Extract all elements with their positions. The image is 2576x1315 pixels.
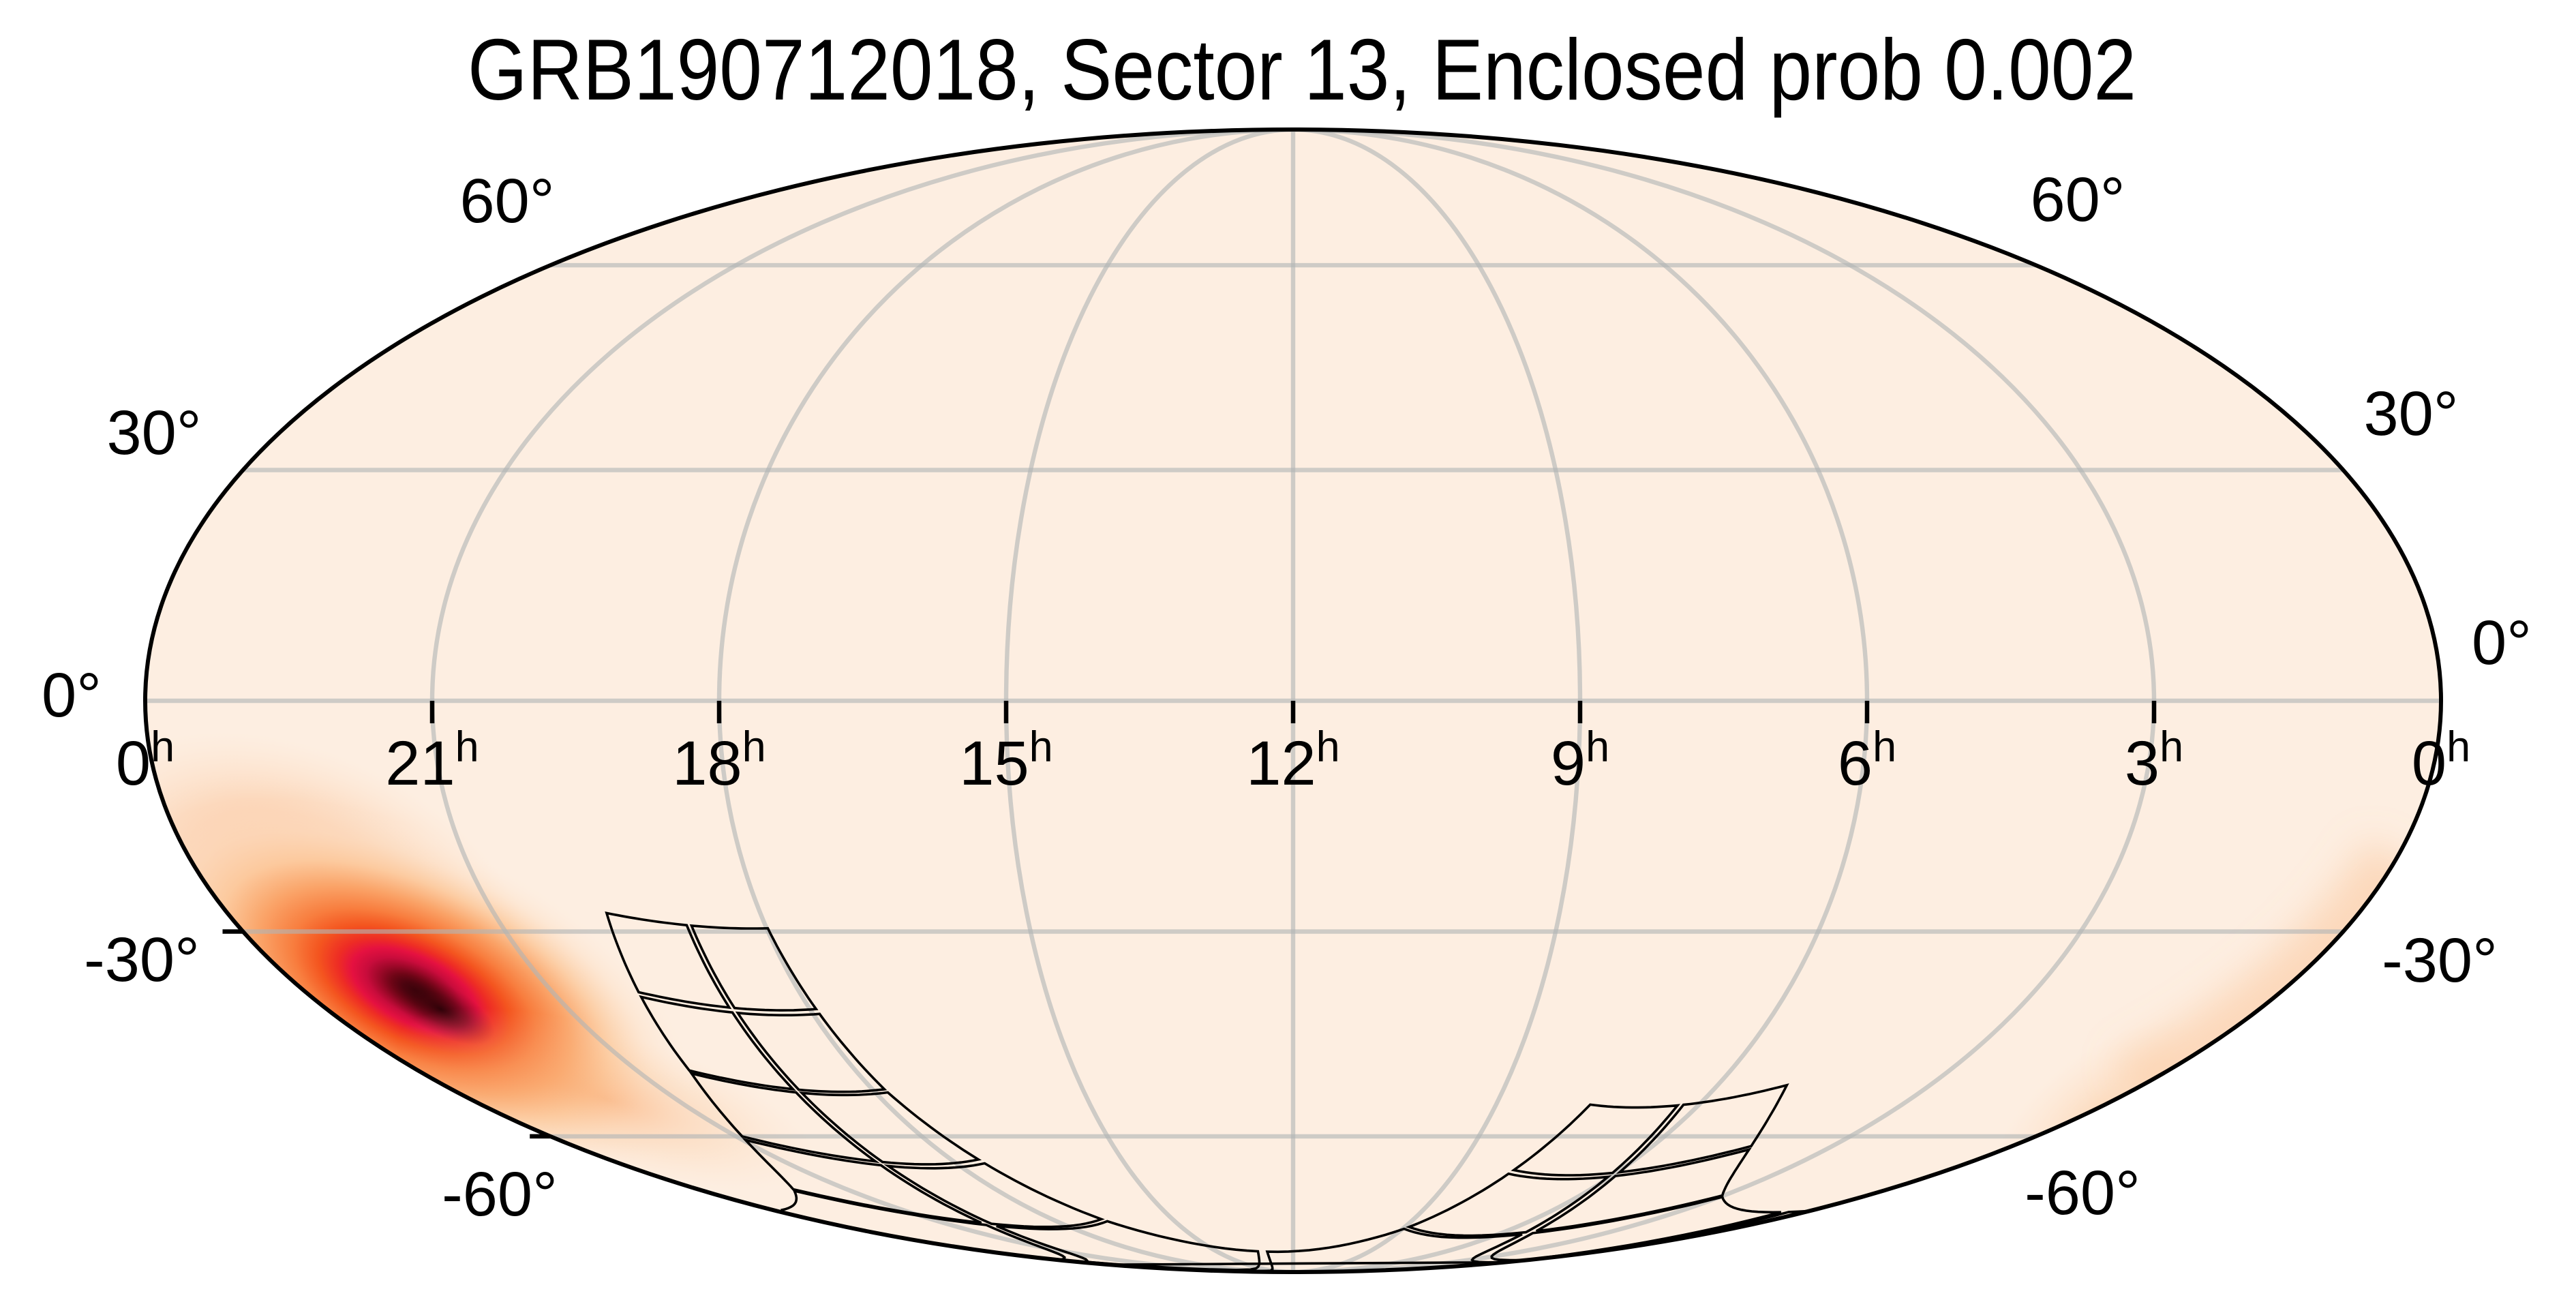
svg-text:0°: 0° (42, 661, 102, 730)
svg-text:-60°: -60° (2025, 1158, 2140, 1228)
svg-text:6h: 6h (1838, 723, 1896, 798)
svg-text:-30°: -30° (2382, 926, 2498, 995)
svg-text:-60°: -60° (442, 1160, 558, 1229)
svg-text:GRB190712018, Sector 13, Enclo: GRB190712018, Sector 13, Enclosed prob 0… (468, 21, 2136, 118)
svg-text:60°: 60° (2030, 165, 2125, 235)
svg-text:60°: 60° (459, 166, 554, 236)
svg-text:3h: 3h (2125, 723, 2183, 798)
svg-text:0°: 0° (2472, 608, 2532, 678)
svg-text:30°: 30° (2363, 379, 2458, 449)
svg-text:-30°: -30° (84, 925, 200, 995)
svg-text:9h: 9h (1551, 723, 1609, 798)
svg-text:30°: 30° (106, 398, 201, 468)
